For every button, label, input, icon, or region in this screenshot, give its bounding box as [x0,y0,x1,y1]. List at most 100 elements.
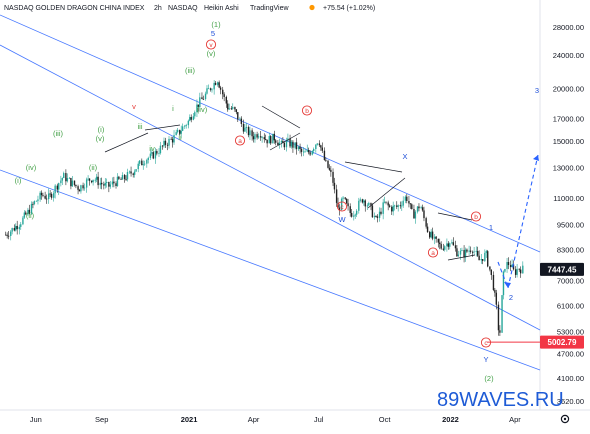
low-price-value: 5002.79 [548,338,577,347]
candle-body [240,118,243,124]
wave-label: (1) [211,20,221,29]
trendline[interactable] [144,124,181,131]
wave-label: a [238,138,242,145]
candle-body [143,163,146,165]
candle-body [435,236,437,239]
candle-body [414,211,417,219]
candle-body [194,112,196,117]
candle-body [190,117,192,120]
candle-body [152,152,154,159]
candle-body [429,232,431,238]
candle-body [283,142,286,148]
candle-body [408,201,410,204]
candle-body [173,135,175,143]
candle-body [489,266,491,270]
candle-body [265,139,267,141]
wave-label: (iii) [185,66,195,75]
forecast-path[interactable] [497,154,539,290]
candle-body [97,176,99,186]
candle-body [447,243,450,247]
trendline[interactable] [104,132,149,153]
trendline[interactable] [344,161,403,173]
wave-label: X [402,152,407,161]
candle-body [141,160,143,166]
candle-body [118,176,120,179]
candle-body [146,159,148,164]
candle-body [90,180,93,183]
candle-body [364,200,366,207]
gear-icon[interactable] [560,414,570,424]
candle-body [235,109,238,113]
interval-label: 2h [154,5,162,12]
candle-body [225,96,228,104]
candle-body [18,226,21,230]
current-price-value: 7447.45 [548,265,577,274]
candle-body [187,120,190,126]
candle-body [133,171,136,175]
candle-body [50,193,53,198]
candle-body [100,182,103,185]
exchange-label: NASDAQ [168,5,198,12]
candle-body [492,274,495,290]
candle-body [506,262,508,269]
candle-body [482,259,484,261]
channel-line[interactable] [0,44,541,331]
candle-body [263,137,265,140]
candle-body [430,231,432,238]
wave-label: 5 [211,29,215,38]
trendline[interactable] [269,132,301,151]
candle-body [332,171,334,183]
price-tick-label: 8300.00 [557,245,584,254]
candle-body [92,179,94,183]
wave-label-circle [301,105,313,116]
candle-body [171,139,174,143]
candle-body [85,179,88,188]
candle-body [68,177,71,179]
candle-body [242,123,245,132]
time-ticks: Jun Sep 2021 Apr Jul Oct 2022 Apr [30,415,522,424]
candle-body [87,178,89,180]
candle-body [473,251,475,253]
wave-label-circle [234,135,246,146]
trendline[interactable] [261,105,301,129]
candle-body [181,126,184,131]
candle-body [275,140,277,143]
price-tick-label: 28000.00 [553,23,584,32]
channel-line[interactable] [0,14,541,253]
candle-body [359,199,361,201]
candle-body [58,183,60,190]
candle-body [63,173,65,179]
wave-label: ii [178,133,182,142]
candle-body [371,205,374,218]
candle-body [245,127,248,129]
candle-body [480,259,482,261]
candle-body [163,140,165,146]
candle-body [345,198,348,204]
candle-body [376,216,379,218]
candle-body [380,211,382,214]
candle-body [299,146,301,149]
trendline[interactable] [447,254,476,261]
candle-body [147,157,149,160]
candle-body [402,200,404,206]
candle-body [393,205,396,207]
wave-label-circle [480,337,492,348]
candle-body [306,150,308,152]
candle-body [120,178,122,180]
price-tick-label: 6100.00 [557,302,584,311]
candle-body [206,88,208,94]
candle-body [175,132,177,136]
candle-body [209,88,212,90]
candle-body [268,136,270,144]
candles [5,80,524,336]
channel-line[interactable] [0,169,541,371]
trendline[interactable] [437,212,473,221]
candle-body [270,136,272,144]
candle-body [487,251,489,267]
price-tick-label: 4700.00 [557,349,584,358]
trendline[interactable] [367,177,406,209]
time-tick-label: 2021 [181,415,198,424]
candle-body [418,206,420,209]
